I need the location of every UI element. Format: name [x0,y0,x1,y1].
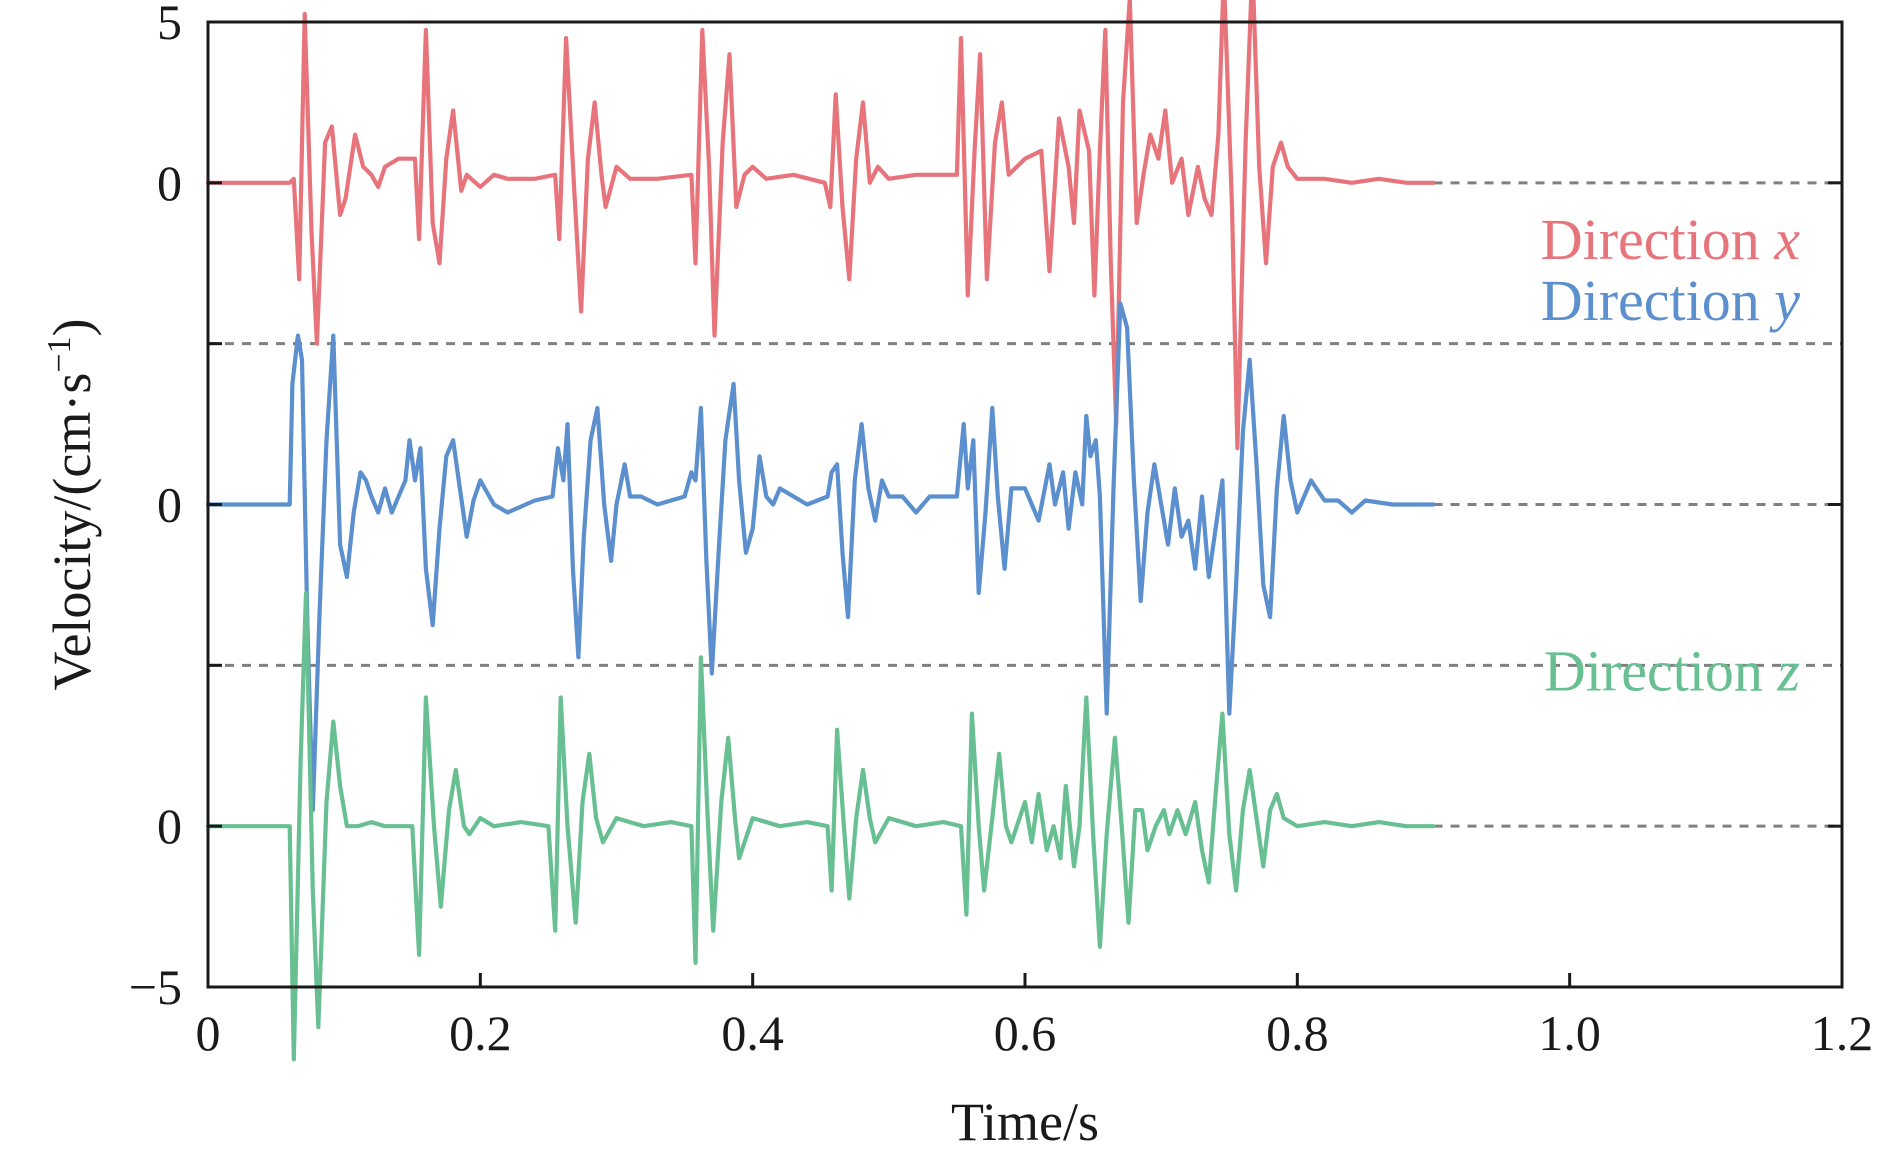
x-tick-label: 1.2 [1811,1005,1874,1061]
x-tick-label: 1.0 [1538,1005,1601,1061]
series-line-z [205,590,1436,1062]
x-tick-label: 0.6 [994,1005,1057,1061]
series-label-text: Direction [1541,207,1775,272]
series-label-x: Direction x [1541,207,1801,272]
traces [205,0,1436,1062]
y-axis-label-exponent: −1 [41,336,78,372]
y-axis-label-main: Velocity/(cm·s [42,373,102,691]
x-axis-ticks: 0 0.2 0.4 0.6 0.8 1.0 1.2 [196,973,1874,1061]
y-tick-label: −5 [129,959,182,1015]
series-label-var: y [1769,268,1800,333]
x-tick-label: 0.8 [1266,1005,1329,1061]
y-tick-label: 5 [157,0,182,50]
series-label-var: x [1773,207,1800,272]
x-axis-label: Time/s [951,1092,1099,1152]
plot-frame [206,20,1844,989]
series-label-var: z [1776,639,1800,704]
series-label-z: Direction z [1544,639,1800,704]
y-tick-label: 0 [157,798,182,854]
x-tick-label: 0.4 [721,1005,784,1061]
y-axis-ticks: 5 0 0 0 −5 [129,0,1842,1015]
y-tick-label: 0 [157,155,182,211]
series-line-y [205,301,1436,813]
series-label-text: Direction [1544,639,1778,704]
y-axis-label-close: ) [42,318,102,336]
x-tick-label: 0.2 [449,1005,512,1061]
series-label-y: Direction y [1541,268,1801,333]
y-axis-label: Velocity/(cm·s−1) [41,318,102,690]
series-label-text: Direction [1541,268,1775,333]
series-line-x [205,0,1436,451]
x-tick-label: 0 [196,1005,221,1061]
gridlines [208,181,1842,828]
y-tick-label: 0 [157,477,182,533]
